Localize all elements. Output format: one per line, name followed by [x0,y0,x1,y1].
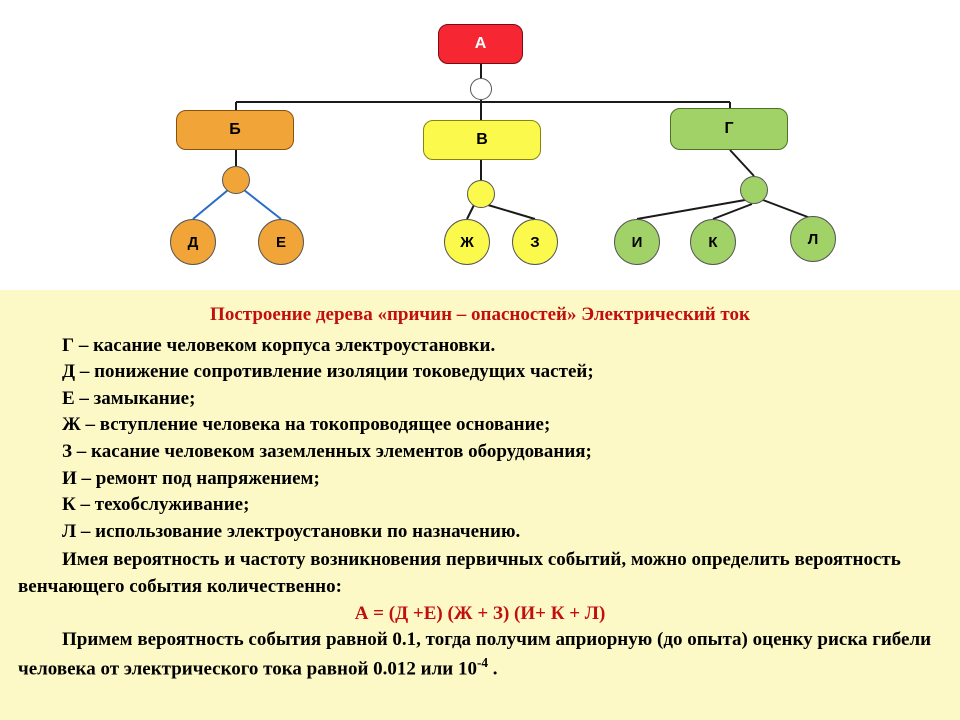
tree-node-A: А [438,24,523,64]
definition-line: Д – понижение сопротивление изоляции ток… [62,359,942,386]
definitions-list: Г – касание человеком корпуса электроуст… [18,333,942,546]
definition-line: К – техобслуживание; [62,492,942,519]
tree-leaf-I: И [614,219,660,265]
para2-exponent: -4 [477,655,488,670]
para2-text-b: . [488,658,498,679]
tree-leaf-D: Д [170,219,216,265]
paragraph-2: Примем вероятность события равной 0.1, т… [18,627,942,683]
tree-gate [470,78,492,100]
para2-text-a: Примем вероятность события равной 0.1, т… [18,629,931,679]
definition-line: Ж – вступление человека на токопроводяще… [62,412,942,439]
tree-gate [467,180,495,208]
tree-node-V: В [423,120,541,160]
definition-line: Л – использование электроустановки по на… [62,519,942,546]
definition-line: Г – касание человеком корпуса электроуст… [62,333,942,360]
panel-title: Построение дерева «причин – опасностей» … [18,302,942,329]
formula: А = (Д +Е) (Ж + З) (И+ К + Л) [18,601,942,628]
explanation-panel: Построение дерева «причин – опасностей» … [0,290,960,720]
tree-gate [740,176,768,204]
definition-line: З – касание человеком заземленных элемен… [62,439,942,466]
tree-gate [222,166,250,194]
definition-line: Е – замыкание; [62,386,942,413]
definition-line: И – ремонт под напряжением; [62,466,942,493]
tree-node-G: Г [670,108,788,150]
tree-leaf-K: К [690,219,736,265]
tree-leaf-Zh: Ж [444,219,490,265]
fault-tree-diagram: А Б В Г ДЕ ЖЗ ИК Л [0,0,960,290]
tree-node-B: Б [176,110,294,150]
paragraph-1: Имея вероятность и частоту возникновения… [18,547,942,600]
tree-leaf-Z: З [512,219,558,265]
tree-leaf-E: Е [258,219,304,265]
tree-leaf-L: Л [790,216,836,262]
